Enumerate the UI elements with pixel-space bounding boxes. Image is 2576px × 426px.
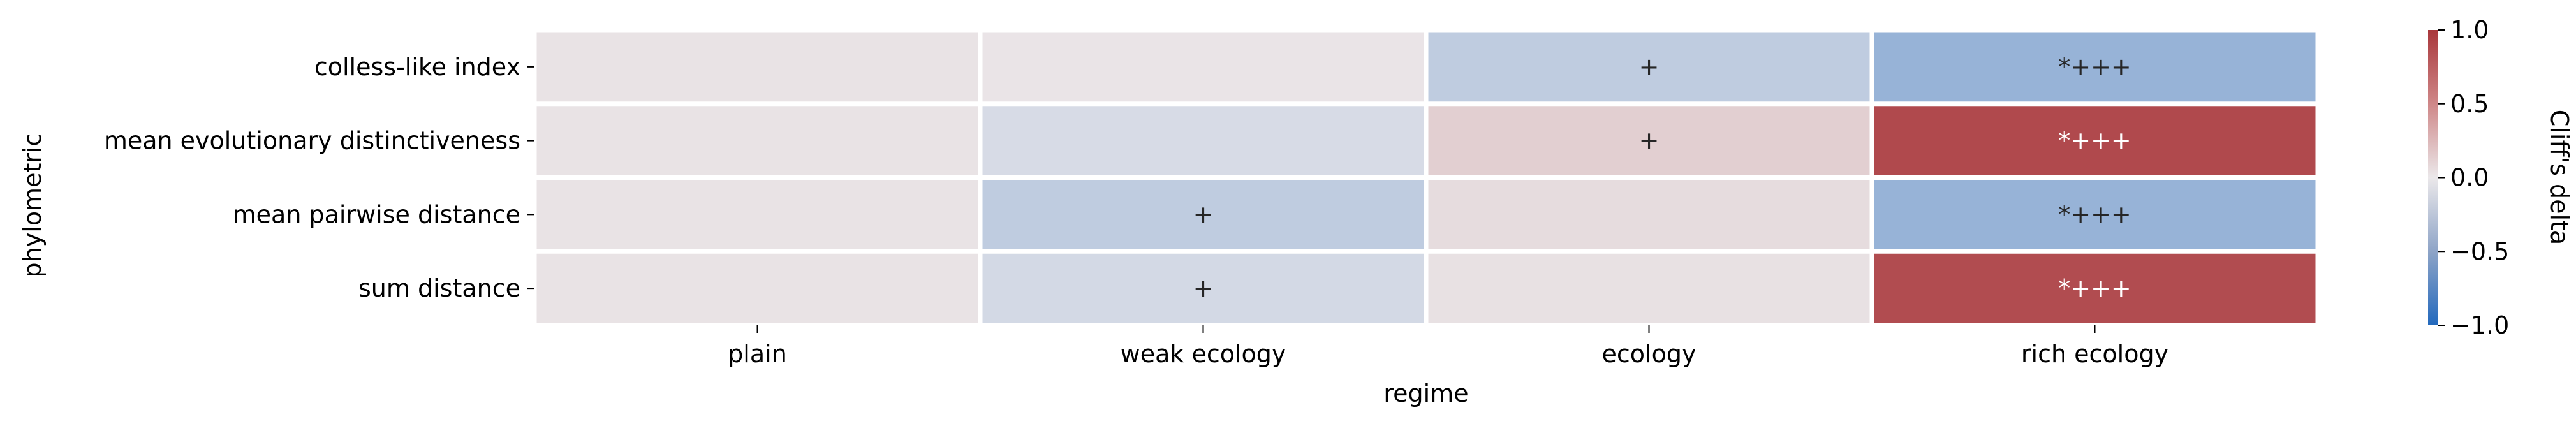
colorbar-ticks: −1.0 −0.5 0.0 0.5 1.0 [2438, 16, 2509, 339]
heatmap-cell [536, 106, 978, 175]
heatmap-cell [1874, 32, 2316, 102]
colorbar-tick-label: −0.5 [2450, 237, 2509, 265]
heatmap-cell [982, 253, 1424, 323]
heatmap-cell [1428, 32, 1870, 102]
cell-annotation: + [1639, 127, 1660, 155]
cell-annotation: + [1193, 200, 1214, 228]
x-tick-label: ecology [1602, 340, 1696, 368]
heatmap-cell [1428, 180, 1870, 249]
heatmap-cell [982, 180, 1424, 249]
y-tick-label: colless-like index [314, 53, 520, 81]
cell-annotation: *+++ [2058, 127, 2131, 155]
cell-annotation: *+++ [2058, 53, 2131, 81]
heatmap-cells [536, 32, 2316, 323]
heatmap-cell [1428, 253, 1870, 323]
y-tick-label: mean pairwise distance [233, 200, 520, 228]
cell-annotation: + [1639, 53, 1660, 81]
x-tick-label: rich ecology [2021, 340, 2168, 368]
cell-annotations: + *+++ + *+++ + *+++ + *+++ [1193, 53, 2131, 302]
y-tick-label: sum distance [358, 274, 520, 302]
y-axis: colless-like index mean evolutionary dist… [104, 53, 534, 302]
heatmap-cell [1874, 106, 2316, 175]
cell-annotation: *+++ [2058, 200, 2131, 228]
x-tick-label: plain [728, 340, 787, 368]
heatmap-cell [1874, 180, 2316, 249]
heatmap-cell [1428, 106, 1870, 175]
x-axis: plain weak ecology ecology rich ecology [728, 325, 2168, 368]
heatmap-cell [536, 180, 978, 249]
heatmap-cell [982, 106, 1424, 175]
colorbar-tick-label: 0.5 [2450, 90, 2489, 118]
heatmap-cell [536, 253, 978, 323]
colorbar-tick-label: 1.0 [2450, 16, 2489, 44]
x-tick-label: weak ecology [1121, 340, 1286, 368]
colorbar-tick-label: 0.0 [2450, 164, 2489, 192]
x-axis-title: regime [1383, 379, 1468, 408]
heatmap-cell [1874, 253, 2316, 323]
y-axis-title: phylometric [18, 133, 47, 278]
cell-annotation: + [1193, 274, 1214, 302]
colorbar: −1.0 −0.5 0.0 0.5 1.0 Cliff's delta [2428, 16, 2573, 339]
cell-annotation: *+++ [2058, 274, 2131, 302]
colorbar-label: Cliff's delta [2545, 110, 2573, 245]
heatmap-cell [536, 32, 978, 102]
colorbar-gradient [2428, 30, 2438, 325]
heatmap-cell [982, 32, 1424, 102]
colorbar-tick-label: −1.0 [2450, 311, 2509, 339]
y-tick-label: mean evolutionary distinctiveness [104, 127, 520, 155]
